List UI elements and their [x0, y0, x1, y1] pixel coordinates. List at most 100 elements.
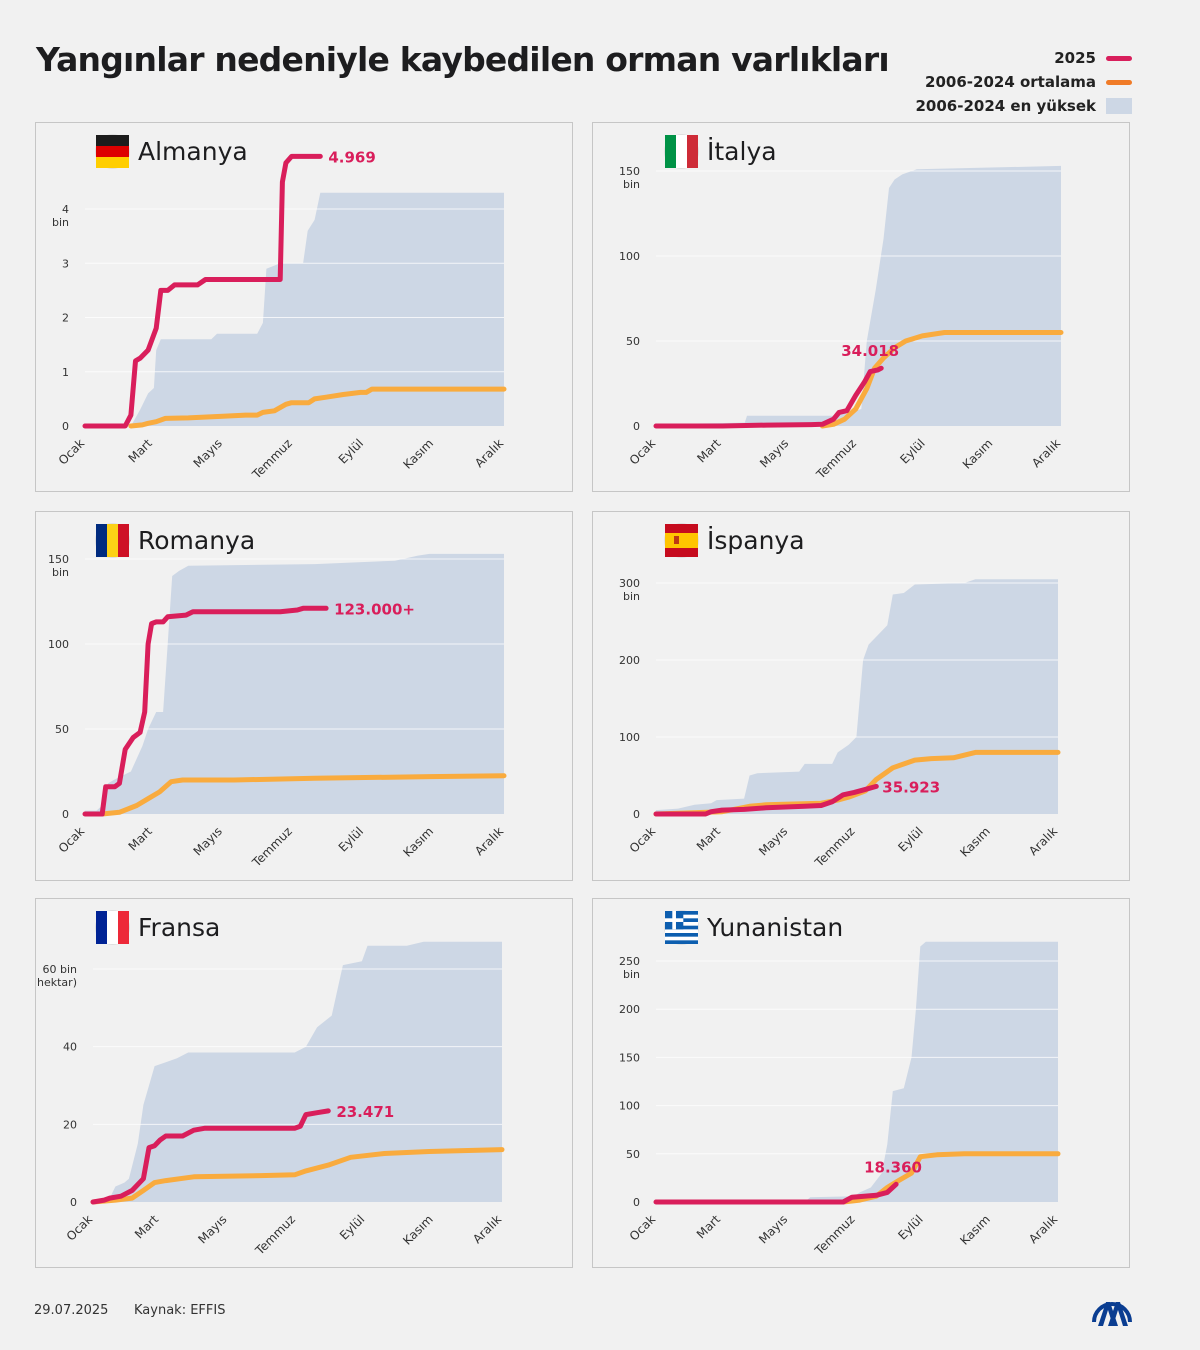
x-tick-label: Aralık	[472, 436, 506, 470]
france-flag-icon	[96, 911, 129, 944]
max-area	[656, 941, 1058, 1202]
chart-panel-italy: 0 50 100 150 bin Ocak Mart Mayıs Temmuz Eylül Kası…	[592, 122, 1130, 492]
average-line	[99, 773, 507, 817]
legend-item-2025: 2025	[915, 46, 1132, 70]
x-tick-label: Temmuz	[252, 1212, 298, 1258]
x-tick-label: Kasım	[401, 436, 437, 472]
chart-svg: 0 1 2 3 4 bin Ocak Mart Mayıs Temmuz Eylül Kasım Ara…	[52, 148, 507, 482]
max-area	[93, 941, 502, 1202]
max-area	[656, 579, 1058, 814]
greece-flag-icon	[665, 911, 698, 944]
y-tick-label: 0	[633, 420, 640, 433]
y-tick-label: 200	[619, 654, 640, 667]
x-tick-label: Mart	[694, 824, 723, 853]
source-credit: Kaynak: EFFIS	[134, 1303, 226, 1318]
x-tick-label: Temmuz	[249, 436, 295, 482]
x-tick-label: Ocak	[627, 1212, 658, 1243]
value-label-2025: 35.923	[882, 778, 940, 796]
chart-svg: 0 50 100 150 200 250 bin Ocak Mart Mayıs Temmuz Eyl…	[619, 941, 1061, 1258]
x-tick-label: Eylül	[897, 436, 927, 466]
line-2025	[90, 1108, 331, 1205]
value-label-2025: 18.360	[864, 1158, 922, 1176]
legend-label: 2025	[1054, 49, 1096, 67]
max-area	[85, 192, 504, 426]
y-tick-label: 3	[62, 257, 69, 270]
y-tick-label: 150	[619, 1051, 640, 1064]
x-tick-label: Eylül	[895, 824, 925, 854]
x-tick-label: Aralık	[1029, 436, 1063, 470]
chart-panel-greece: 0 50 100 150 200 250 bin Ocak Mart Mayıs Temmuz Eyl…	[592, 898, 1130, 1268]
y-tick-label: 0	[62, 808, 69, 821]
country-name: Almanya	[138, 137, 248, 166]
value-label-2025: 23.471	[336, 1103, 394, 1121]
y-tick-label: 100	[619, 731, 640, 744]
legend-swatch-max	[1106, 98, 1132, 114]
x-tick-label: Ocak	[64, 1212, 95, 1243]
chart-svg: 0 100 200 300 bin Ocak Mart Mayıs Temmuz Eylül Kas…	[619, 577, 1061, 870]
y-tick-label: 4 bin	[52, 203, 69, 229]
max-area	[656, 165, 1061, 426]
legend-item-max: 2006-2024 en yüksek	[915, 94, 1132, 118]
x-tick-label: Mart	[132, 1212, 161, 1241]
x-tick-label: Temmuz	[812, 1212, 858, 1258]
x-tick-label: Mayıs	[757, 436, 791, 470]
chart-svg: 0 50 100 150 bin Ocak Mart Mayıs Temmuz Eylül Kası…	[619, 165, 1064, 482]
y-tick-label: 300 bin	[619, 577, 640, 603]
x-tick-label: Eylül	[336, 436, 366, 466]
spain-flag-icon	[665, 524, 698, 557]
germany-flag-icon	[96, 135, 129, 168]
y-tick-label: 0	[70, 1196, 77, 1209]
x-tick-label: Ocak	[627, 436, 658, 467]
value-label-2025: 4.969	[328, 148, 375, 166]
x-tick-label: Ocak	[56, 436, 87, 467]
x-tick-label: Kasım	[400, 1212, 436, 1248]
y-tick-label: 0	[62, 420, 69, 433]
y-tick-label: 40	[63, 1041, 77, 1054]
x-tick-label: Mart	[694, 1212, 723, 1241]
romania-flag-icon	[96, 524, 129, 557]
country-name: Romanya	[138, 526, 256, 555]
x-tick-label: Kasım	[960, 436, 996, 472]
x-tick-label: Mart	[126, 824, 155, 853]
line-2025	[653, 1181, 899, 1205]
max-area	[85, 553, 504, 814]
y-tick-label: 100	[619, 250, 640, 263]
y-tick-label: 0	[633, 1196, 640, 1209]
line-2025	[82, 153, 323, 429]
y-tick-label: 150 bin	[48, 553, 69, 579]
value-label-2025: 123.000+	[334, 600, 415, 618]
x-tick-label: Eylül	[895, 1212, 925, 1242]
y-tick-label: 50	[626, 335, 640, 348]
x-tick-label: Temmuz	[813, 436, 859, 482]
chart-svg: 0 20 40 60 bin (hektar) Ocak Mart Mayıs Temmuz Ey…	[36, 941, 505, 1258]
country-name: Yunanistan	[707, 913, 844, 942]
line-2025	[653, 365, 884, 429]
average-line	[90, 1147, 505, 1205]
y-tick-label: 1	[62, 366, 69, 379]
line-2025	[82, 605, 329, 817]
country-name: İspanya	[707, 526, 805, 555]
y-tick-label: 50	[55, 723, 69, 736]
legend-swatch-2025	[1106, 55, 1132, 61]
page-title: Yangınlar nedeniyle kaybedilen orman var…	[36, 40, 890, 79]
country-name: Fransa	[138, 913, 221, 942]
x-tick-label: Aralık	[1026, 1212, 1060, 1246]
y-tick-label: 50	[626, 1148, 640, 1161]
legend: 2025 2006-2024 ortalama 2006-2024 en yük…	[915, 46, 1132, 118]
x-tick-label: Ocak	[56, 824, 87, 855]
country-name: İtalya	[707, 137, 777, 166]
x-tick-label: Kasım	[957, 824, 993, 860]
y-tick-label: 100	[619, 1100, 640, 1113]
y-tick-label: 250 bin	[619, 955, 640, 981]
x-tick-label: Mayıs	[756, 824, 790, 858]
x-tick-label: Mayıs	[195, 1212, 229, 1246]
italy-flag-icon	[665, 135, 698, 168]
x-tick-label: Eylül	[337, 1212, 367, 1242]
x-tick-label: Eylül	[336, 824, 366, 854]
line-2025	[653, 783, 879, 817]
chart-panel-germany: 0 1 2 3 4 bin Ocak Mart Mayıs Temmuz Eylül Kasım Ara…	[35, 122, 573, 492]
y-tick-label: 2	[62, 312, 69, 325]
y-tick-label: 60 bin (hektar)	[36, 963, 77, 989]
y-tick-label: 100	[48, 638, 69, 651]
x-tick-label: Aralık	[470, 1212, 504, 1246]
